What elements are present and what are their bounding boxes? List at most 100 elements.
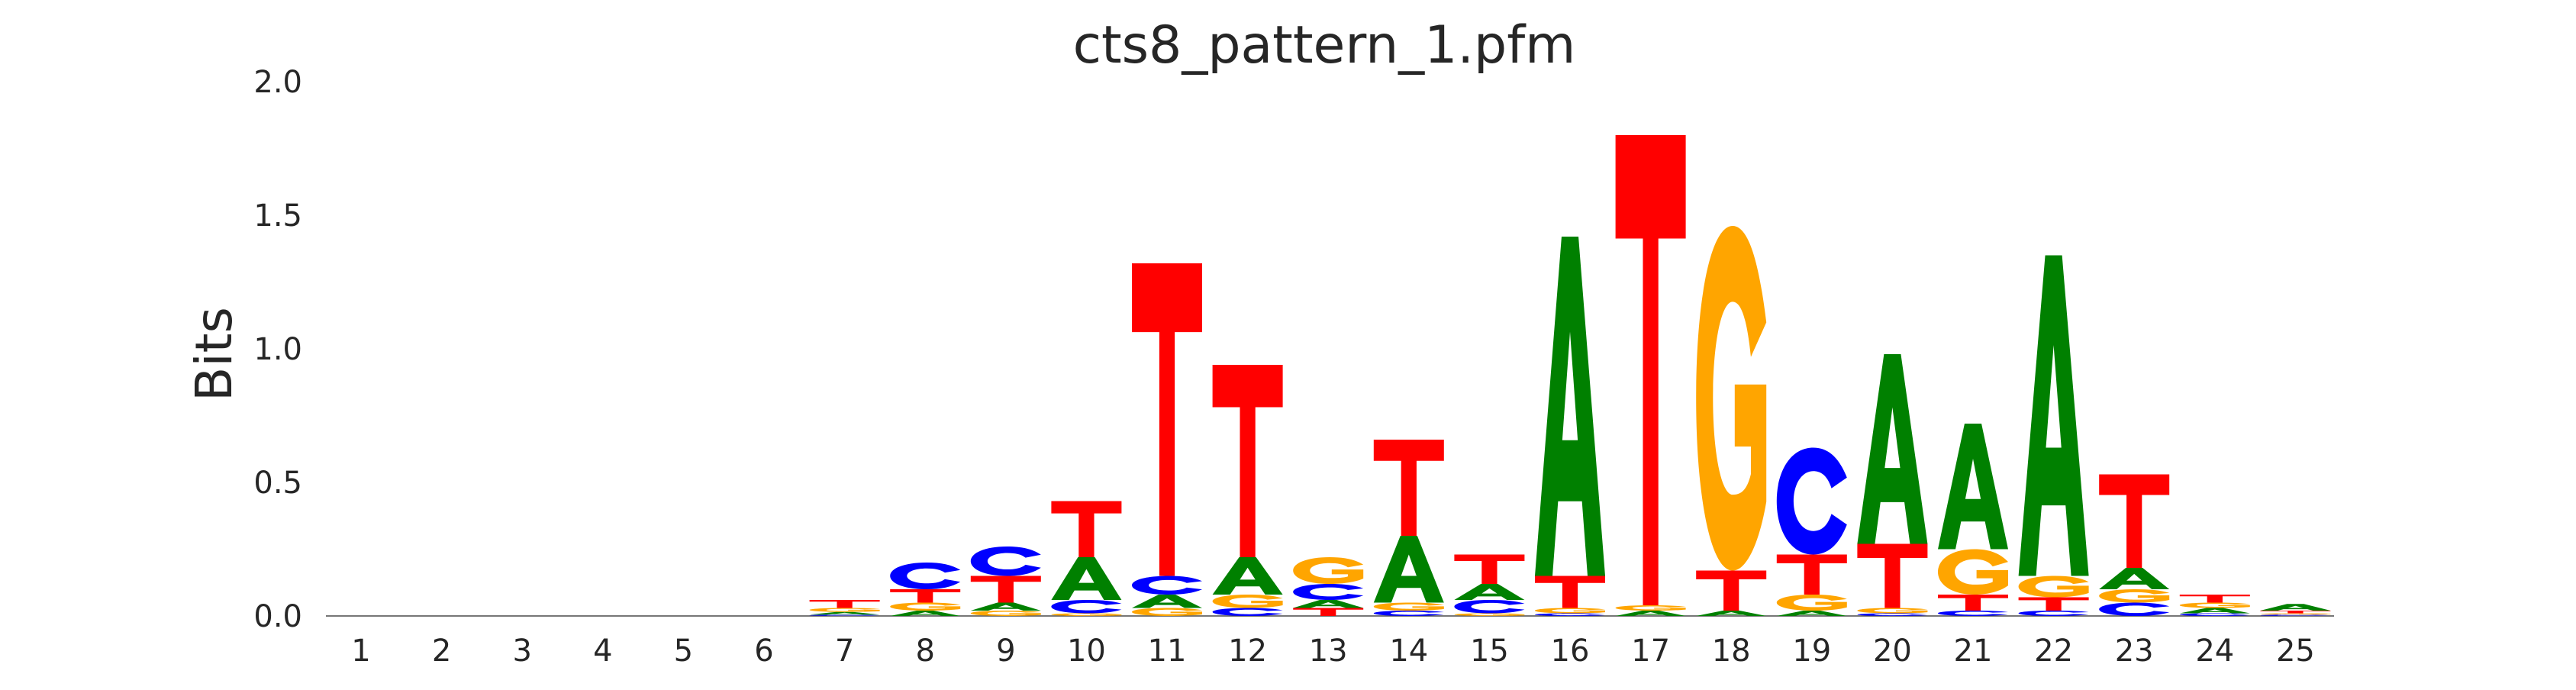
letter-glyph	[1938, 549, 2008, 595]
logo-letter-a	[2099, 568, 2170, 589]
letter-glyph	[1373, 440, 1444, 536]
letter-glyph	[2179, 602, 2250, 608]
x-tick-label: 15	[1470, 634, 1509, 669]
logo-letter-a	[2260, 604, 2331, 611]
logo-letter-g	[1857, 608, 1928, 614]
x-tick-label: 6	[754, 634, 773, 669]
y-axis: 0.0 0.5 1.0 1.5 2.0	[253, 65, 302, 634]
letter-glyph	[890, 589, 961, 603]
letter-glyph	[970, 602, 1041, 611]
x-tick-label: 22	[2034, 634, 2073, 669]
logo-letter-a	[2179, 608, 2250, 614]
logo-letter-a	[1212, 557, 1283, 595]
x-tick-label: 2	[432, 634, 451, 669]
letter-glyph	[2018, 255, 2089, 576]
logo-letter-t	[1132, 263, 1202, 576]
logo-letter-g	[970, 611, 1041, 616]
letter-glyph	[1535, 608, 1605, 614]
logo-letter-g	[1615, 605, 1686, 611]
x-tick-label: 25	[2276, 634, 2315, 669]
letter-glyph	[2260, 613, 2331, 615]
letter-glyph	[1132, 608, 1202, 616]
letter-glyph	[2260, 611, 2331, 614]
x-tick-label: 9	[996, 634, 1015, 669]
letter-glyph	[1857, 543, 1928, 608]
logo-letter-a	[2018, 255, 2089, 576]
letter-glyph	[2179, 613, 2250, 616]
x-tick-label: 19	[1792, 634, 1831, 669]
letter-glyph	[1293, 584, 1364, 600]
y-tick-label: 1.5	[253, 198, 302, 234]
x-tick-label: 17	[1631, 634, 1670, 669]
logo-letter-a	[809, 611, 880, 615]
letter-glyph	[2179, 608, 2250, 614]
logo-letter-t	[809, 600, 880, 608]
letter-glyph	[1132, 263, 1202, 576]
y-tick-label: 0.5	[253, 466, 302, 501]
logo-letter-t	[1535, 576, 1605, 608]
letter-glyph	[1454, 613, 1525, 616]
logo-letter-g	[1776, 595, 1847, 611]
x-tick-label: 8	[915, 634, 934, 669]
letter-glyph	[1857, 608, 1928, 614]
logo-letter-t	[1615, 135, 1686, 605]
logo-letter-g	[2099, 589, 2170, 603]
y-tick-label: 1.0	[253, 332, 302, 367]
logo-letter-t	[1454, 554, 1525, 584]
logo-letter-a	[1132, 595, 1202, 608]
logo-letter-t	[2179, 595, 2250, 603]
letter-glyph	[2018, 597, 2089, 611]
letter-glyph	[2018, 611, 2089, 616]
letter-glyph	[1373, 611, 1444, 616]
letter-glyph	[890, 611, 961, 616]
logo-letter-t	[1212, 365, 1283, 557]
x-tick-label: 12	[1228, 634, 1267, 669]
x-tick-label: 24	[2195, 634, 2234, 669]
logo-letter-c	[890, 563, 961, 589]
logo-letter-c	[1293, 584, 1364, 600]
y-tick-label: 2.0	[253, 65, 302, 100]
letter-glyph	[1293, 557, 1364, 584]
logo-letter-t	[1857, 543, 1928, 608]
letter-glyph	[1212, 595, 1283, 608]
logo-letter-g	[1051, 613, 1122, 616]
letter-glyph	[1615, 611, 1686, 616]
letter-glyph	[1696, 570, 1767, 611]
letter-glyph	[1051, 613, 1122, 616]
letter-glyph	[1857, 613, 1928, 616]
x-tick-label: 3	[512, 634, 531, 669]
logo-letter-t	[1373, 440, 1444, 536]
logo-letter-a	[1454, 584, 1525, 600]
logo-letter-g	[1454, 613, 1525, 616]
logo-letter-g	[1373, 602, 1444, 611]
logo-letter-c	[2260, 614, 2331, 616]
letter-glyph	[809, 614, 880, 616]
logo-letter-t	[970, 576, 1041, 603]
letter-glyph	[1776, 554, 1847, 595]
logo-letter-g	[2179, 602, 2250, 608]
logo-letter-c	[1454, 600, 1525, 614]
x-tick-label: 23	[2115, 634, 2154, 669]
logo-letter-t	[2260, 611, 2331, 614]
y-axis-label: Bits	[185, 307, 243, 401]
letter-glyph	[1293, 600, 1364, 608]
logo-letter-a	[1615, 611, 1686, 616]
x-tick-label: 13	[1309, 634, 1348, 669]
letter-glyph	[1696, 226, 1767, 571]
letter-glyph	[1212, 365, 1283, 557]
letter-glyph	[2018, 576, 2089, 598]
x-tick-label: 11	[1148, 634, 1187, 669]
letter-glyph	[1454, 554, 1525, 584]
letter-glyph	[1373, 536, 1444, 603]
letter-glyph	[2260, 604, 2331, 611]
logo-letter-c	[1776, 447, 1847, 555]
letter-glyph	[970, 547, 1041, 576]
logo-letter-a	[1938, 424, 2008, 550]
y-tick-label: 0.0	[253, 599, 302, 634]
letter-glyph	[1212, 608, 1283, 616]
logo-letter-a	[890, 611, 961, 616]
logo-letter-a	[970, 602, 1041, 611]
logo-letter-c	[1535, 613, 1605, 616]
logo-letter-t	[1938, 595, 2008, 611]
